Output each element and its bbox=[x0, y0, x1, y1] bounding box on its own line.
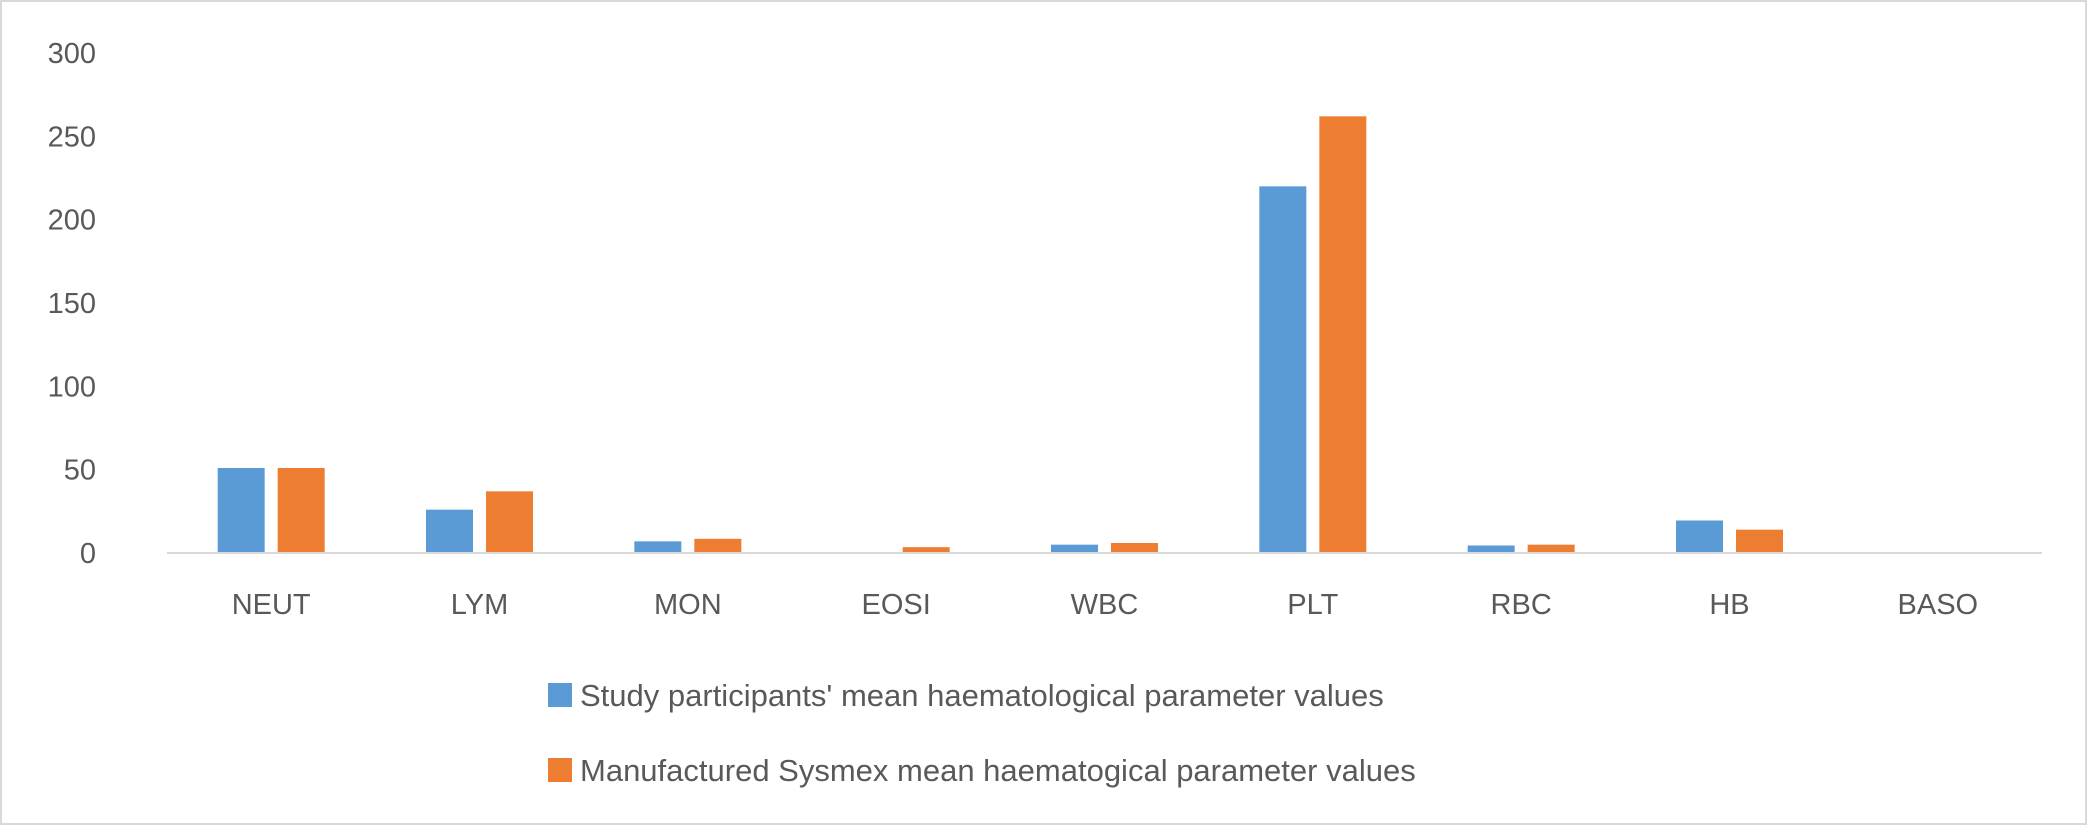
bar-hb-series-2 bbox=[1736, 529, 1783, 553]
legend-swatch bbox=[548, 683, 572, 707]
bar-eosi-series-2 bbox=[902, 547, 950, 553]
bar-neut-series-1 bbox=[217, 468, 265, 553]
legend: Study participants' mean haematological … bbox=[548, 678, 1416, 788]
bar-hb-series-1 bbox=[1676, 520, 1723, 553]
legend-swatch bbox=[548, 758, 572, 782]
bar-wbc-series-1 bbox=[1051, 544, 1098, 553]
x-axis: NEUT LYM MON EOSI WBC PLT RBC HB BASO bbox=[232, 589, 1978, 621]
y-tick-label: 300 bbox=[48, 38, 96, 70]
y-tick-label: 0 bbox=[80, 538, 96, 570]
bar-wbc-series-2 bbox=[1111, 543, 1158, 553]
x-tick-label: RBC bbox=[1491, 589, 1552, 621]
bar-mon-series-2 bbox=[694, 538, 742, 553]
bar-lym-series-2 bbox=[486, 491, 533, 553]
bars bbox=[217, 116, 1992, 554]
x-tick-label: PLT bbox=[1287, 589, 1338, 621]
x-tick-label: WBC bbox=[1071, 589, 1139, 621]
bar-neut-series-2 bbox=[277, 468, 325, 553]
x-tick-label: EOSI bbox=[862, 589, 931, 621]
y-tick-label: 100 bbox=[48, 371, 96, 403]
y-tick-label: 200 bbox=[48, 205, 96, 237]
x-tick-label: LYM bbox=[451, 589, 508, 621]
legend-label: Study participants' mean haematological … bbox=[580, 678, 1384, 713]
bar-lym-series-1 bbox=[426, 509, 473, 553]
bar-plt-series-2 bbox=[1319, 116, 1367, 553]
x-tick-label: MON bbox=[654, 589, 722, 621]
x-tick-label: HB bbox=[1709, 589, 1749, 621]
bar-rbc-series-2 bbox=[1527, 544, 1575, 553]
y-tick-label: 50 bbox=[64, 455, 96, 487]
bar-rbc-series-1 bbox=[1467, 545, 1515, 553]
y-tick-label: 150 bbox=[48, 288, 96, 320]
x-tick-label: BASO bbox=[1898, 589, 1979, 621]
bar-mon-series-1 bbox=[634, 541, 682, 553]
y-axis: 0 50 100 150 200 250 300 bbox=[48, 38, 96, 570]
bar-plt-series-1 bbox=[1259, 186, 1307, 554]
legend-label: Manufactured Sysmex mean haematogical pa… bbox=[580, 753, 1416, 788]
x-tick-label: NEUT bbox=[232, 589, 311, 621]
y-tick-label: 250 bbox=[48, 121, 96, 153]
